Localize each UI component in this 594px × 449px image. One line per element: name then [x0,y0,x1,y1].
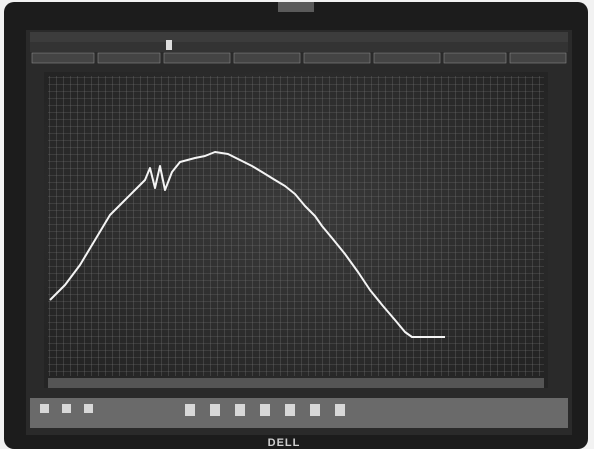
taskbar [30,398,568,428]
webcam-latch [278,2,314,12]
grid [48,76,544,376]
photo: DELL [0,0,594,449]
toolbar-icon [166,40,172,50]
toolbar [30,42,568,52]
brand-logo: DELL [268,437,301,449]
window-title-bar [30,32,568,42]
readout-row [32,53,566,63]
x-axis-strip [48,378,544,388]
